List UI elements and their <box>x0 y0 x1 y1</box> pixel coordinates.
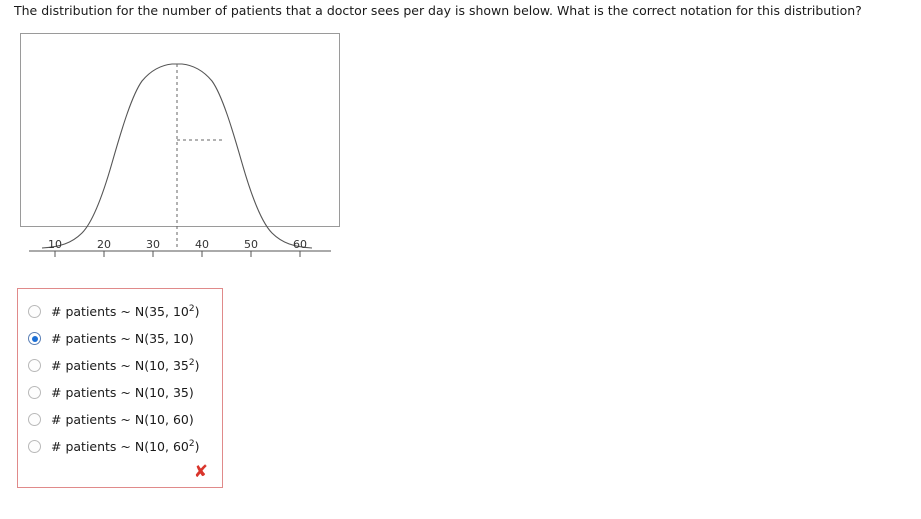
x-axis-label-3: 40 <box>195 238 209 251</box>
radio-option-0[interactable] <box>28 305 41 318</box>
answer-option-2[interactable]: # patients ~ N(10, 352) <box>18 352 222 379</box>
answers-group: # patients ~ N(35, 102) # patients ~ N(3… <box>17 288 223 488</box>
incorrect-icon: ✘ <box>193 462 208 482</box>
radio-option-2[interactable] <box>28 359 41 372</box>
x-axis-label-4: 50 <box>244 238 258 251</box>
answer-label-2: # patients ~ N(10, 352) <box>51 357 200 373</box>
x-axis-label-1: 20 <box>97 238 111 251</box>
radio-option-3[interactable] <box>28 386 41 399</box>
distribution-plot-frame <box>20 33 340 227</box>
answer-option-1[interactable]: # patients ~ N(35, 10) <box>18 325 222 352</box>
answer-label-4: # patients ~ N(10, 60) <box>51 412 194 427</box>
answer-option-5[interactable]: # patients ~ N(10, 602) <box>18 433 222 460</box>
x-axis-label-0: 10 <box>48 238 62 251</box>
x-axis-tick-labels: 10 20 30 40 50 60 <box>20 238 342 256</box>
x-axis-label-5: 60 <box>293 238 307 251</box>
question-text: The distribution for the number of patie… <box>14 3 862 18</box>
answer-label-3: # patients ~ N(10, 35) <box>51 385 194 400</box>
answer-option-4[interactable]: # patients ~ N(10, 60) <box>18 406 222 433</box>
answer-label-5: # patients ~ N(10, 602) <box>51 438 200 454</box>
answer-option-3[interactable]: # patients ~ N(10, 35) <box>18 379 222 406</box>
radio-option-4[interactable] <box>28 413 41 426</box>
distribution-plot <box>29 63 331 257</box>
radio-option-5[interactable] <box>28 440 41 453</box>
x-axis-label-2: 30 <box>146 238 160 251</box>
answer-label-1: # patients ~ N(35, 10) <box>51 331 194 346</box>
answer-label-0: # patients ~ N(35, 102) <box>51 303 200 319</box>
radio-option-1[interactable] <box>28 332 41 345</box>
answer-option-0[interactable]: # patients ~ N(35, 102) <box>18 298 222 325</box>
